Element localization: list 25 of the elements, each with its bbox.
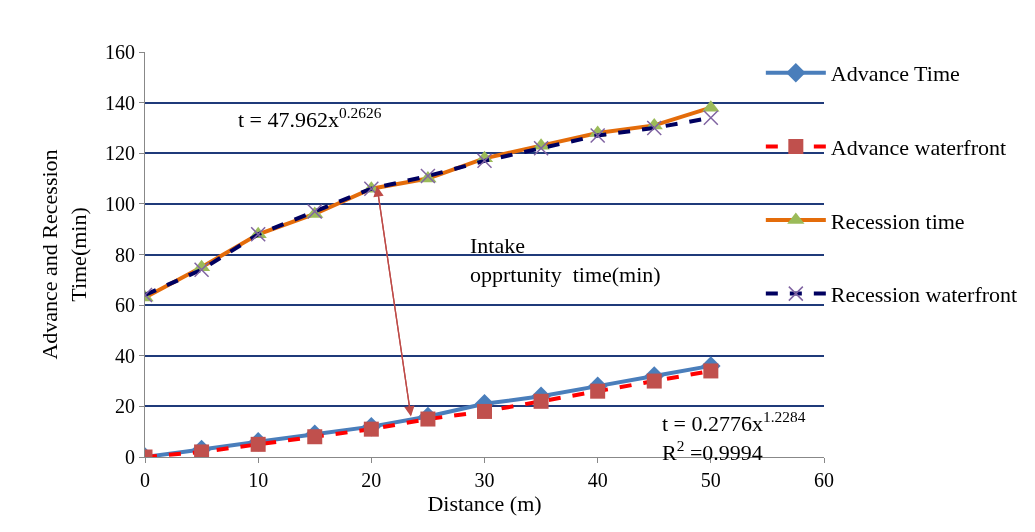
legend-label: Recession waterfront xyxy=(830,282,1018,308)
y-tick-label: 160 xyxy=(105,41,135,63)
legend-label: Recession time xyxy=(830,208,965,234)
annotation: t = 47.962x$^{0.2626}$ xyxy=(238,104,382,133)
x-tick-label: 10 xyxy=(248,469,269,491)
text: t = 0.2776x$^{1.2284}$ R$^{2}$ =0.9994 xyxy=(662,408,806,465)
y-tick-label: 140 xyxy=(105,91,135,114)
x-tick-label: 40 xyxy=(587,469,608,491)
y-tick-label: 20 xyxy=(115,395,135,418)
x-tick-label: 30 xyxy=(474,469,495,491)
legend-label: Advance waterfront xyxy=(830,134,1007,160)
x-tick-label: 0 xyxy=(140,469,150,491)
y-tick-label: 60 xyxy=(115,294,135,317)
x-tick-label: 60 xyxy=(814,469,834,491)
y-tick-label: 100 xyxy=(105,192,135,215)
x-axis-title: Distance (m) xyxy=(427,491,542,516)
y-tick-label: 80 xyxy=(115,243,135,266)
y-tick-label: 120 xyxy=(105,142,135,165)
annotation: Intake opprtunity time(min) xyxy=(470,233,661,287)
y-tick-label: 40 xyxy=(115,344,135,367)
x-tick-label: 50 xyxy=(700,469,721,491)
y-axis-title: Advance and Recession Time(min) xyxy=(37,149,91,360)
legend-label: Advance Time xyxy=(830,61,960,87)
y-tick-label: 0 xyxy=(125,446,135,468)
x-tick-label: 20 xyxy=(361,469,382,491)
